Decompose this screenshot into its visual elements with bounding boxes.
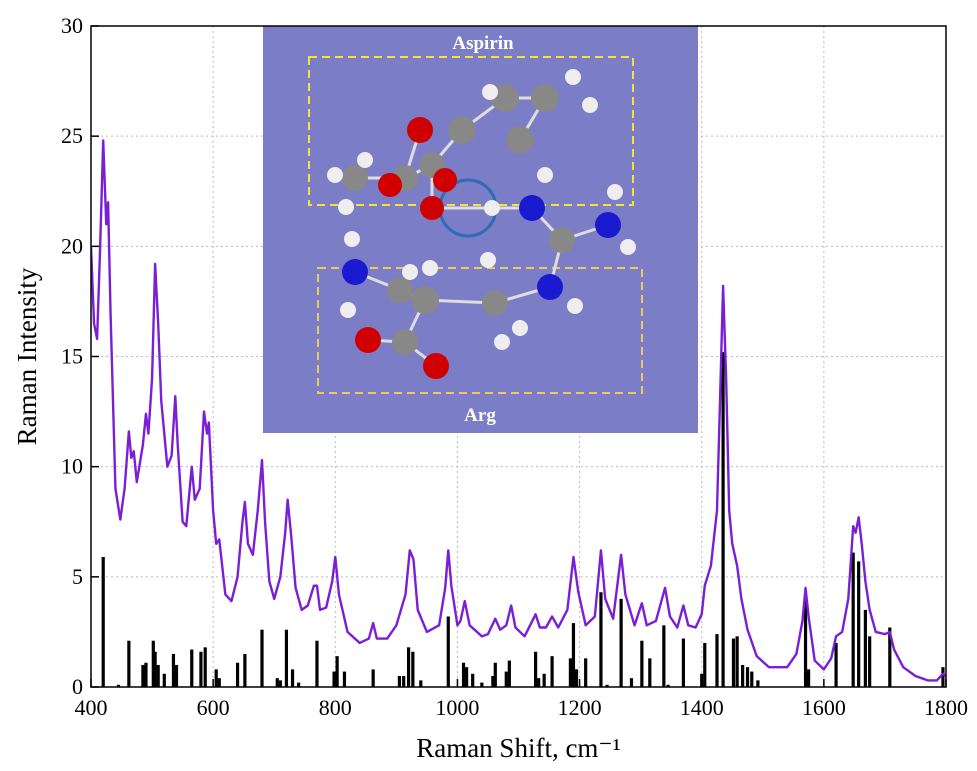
inset-figure xyxy=(263,26,698,433)
stick xyxy=(291,669,294,687)
stick xyxy=(462,663,465,687)
stick xyxy=(279,680,282,687)
stick xyxy=(630,678,633,687)
stick xyxy=(144,663,147,687)
y-tick-label: 0 xyxy=(72,674,83,699)
stick xyxy=(276,678,279,687)
x-tick-label: 1400 xyxy=(680,695,724,720)
stick xyxy=(537,678,540,687)
stick xyxy=(756,680,759,687)
stick xyxy=(236,663,239,687)
x-tick-label: 800 xyxy=(319,695,352,720)
y-tick-label: 20 xyxy=(61,233,83,258)
stick xyxy=(215,669,218,687)
stick xyxy=(620,599,623,687)
y-tick-label: 30 xyxy=(61,13,83,38)
stick xyxy=(834,643,837,687)
stick xyxy=(662,625,665,687)
stick xyxy=(163,674,166,687)
y-tick-label: 5 xyxy=(72,564,83,589)
stick xyxy=(640,641,643,687)
stick xyxy=(543,674,546,687)
stick xyxy=(648,658,651,687)
stick xyxy=(343,672,346,687)
stick xyxy=(411,652,414,687)
stick xyxy=(852,553,855,687)
annotation: Aspirin xyxy=(452,33,514,54)
stick xyxy=(471,674,474,687)
x-tick-label: 1000 xyxy=(435,695,479,720)
stick xyxy=(419,680,422,687)
stick xyxy=(402,676,405,687)
stick xyxy=(715,634,718,687)
stick xyxy=(494,663,497,687)
x-tick-label: 1600 xyxy=(802,695,846,720)
stick xyxy=(332,672,335,687)
stick xyxy=(572,623,575,687)
stick xyxy=(599,592,602,687)
stick xyxy=(682,639,685,687)
stick xyxy=(372,669,375,687)
stick xyxy=(465,667,468,687)
stick xyxy=(584,658,587,687)
stick xyxy=(157,665,160,687)
stick xyxy=(736,636,739,687)
stick xyxy=(175,665,178,687)
stick xyxy=(721,352,724,687)
stick xyxy=(243,654,246,687)
x-axis-title: Raman Shift, cm⁻¹ xyxy=(416,733,621,763)
stick xyxy=(864,610,867,687)
stick xyxy=(505,672,508,687)
stick xyxy=(941,667,944,687)
stick xyxy=(857,561,860,687)
stick xyxy=(732,639,735,687)
stick xyxy=(750,672,753,687)
stick xyxy=(703,643,706,687)
stick xyxy=(569,658,572,687)
stick xyxy=(700,674,703,687)
stick xyxy=(199,652,202,687)
y-tick-label: 10 xyxy=(61,454,83,479)
x-tick-label: 1800 xyxy=(924,695,968,720)
stick xyxy=(336,656,339,687)
y-axis-title: Raman Intensity xyxy=(12,267,42,445)
x-tick-label: 1200 xyxy=(558,695,602,720)
stick xyxy=(315,641,318,687)
stick xyxy=(407,647,410,687)
stick xyxy=(141,665,144,687)
stick xyxy=(807,669,810,687)
stick xyxy=(746,667,749,687)
y-tick-label: 15 xyxy=(61,344,83,369)
x-tick-label: 600 xyxy=(197,695,230,720)
stick xyxy=(218,678,221,687)
chart: 4006008001000120014001600180005101520253… xyxy=(0,0,977,766)
stick xyxy=(154,652,157,687)
stick xyxy=(741,665,744,687)
stick xyxy=(398,676,401,687)
stick xyxy=(127,641,130,687)
stick xyxy=(172,654,175,687)
stick xyxy=(868,636,871,687)
stick xyxy=(285,630,288,687)
stick xyxy=(447,616,450,687)
y-tick-label: 25 xyxy=(61,123,83,148)
stick xyxy=(534,652,537,687)
stick xyxy=(550,656,553,687)
stick xyxy=(102,557,105,687)
annotation: Arg xyxy=(464,405,496,426)
stick xyxy=(508,661,511,687)
stick xyxy=(575,669,578,687)
stick xyxy=(190,650,193,687)
stick xyxy=(204,647,207,687)
stick xyxy=(260,630,263,687)
